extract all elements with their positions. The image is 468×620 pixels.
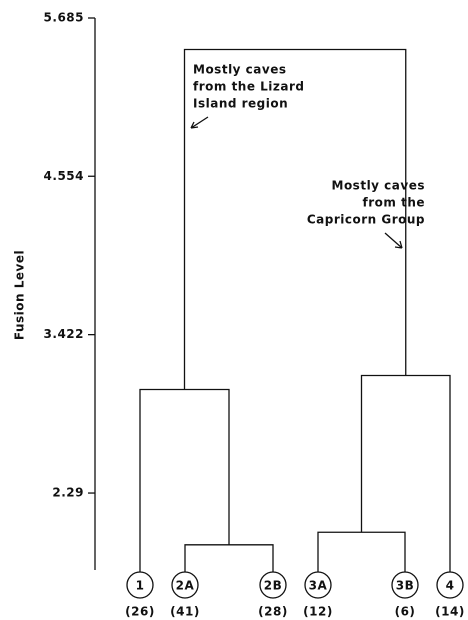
y-tick-label: 5.685 xyxy=(44,11,84,25)
merge-link xyxy=(183,48,407,390)
leaf-count: (28) xyxy=(258,605,288,619)
leaf-count: (6) xyxy=(395,605,416,619)
annotation-arrow xyxy=(384,232,403,249)
leaf-label: 3A xyxy=(309,579,328,593)
annotation-arrow xyxy=(190,116,209,129)
annotation: Capricorn Group xyxy=(307,213,425,227)
annotation: Island region xyxy=(193,97,288,111)
y-tick-label: 4.554 xyxy=(44,169,84,183)
y-tick-label: 2.29 xyxy=(52,486,84,500)
leaf-label: 3B xyxy=(396,579,415,593)
leaf-count: (14) xyxy=(435,605,465,619)
annotation: Mostly caves xyxy=(193,63,287,77)
leaf-count: (26) xyxy=(125,605,155,619)
merge-link xyxy=(317,531,406,572)
leaf-label: 2B xyxy=(264,579,283,593)
annotation: from the Lizard xyxy=(193,80,305,94)
annotation: Mostly caves xyxy=(332,179,426,193)
leaf-label: 2A xyxy=(176,579,195,593)
merge-link xyxy=(360,374,451,572)
leaf-count: (12) xyxy=(303,605,333,619)
merge-link xyxy=(184,544,274,572)
y-tick-label: 3.422 xyxy=(44,327,84,341)
leaf-label: 4 xyxy=(446,579,455,593)
y-axis-label: Fusion Level xyxy=(13,250,27,340)
annotation: from the xyxy=(363,196,425,210)
leaf-label: 1 xyxy=(136,579,145,593)
leaf-count: (41) xyxy=(170,605,200,619)
